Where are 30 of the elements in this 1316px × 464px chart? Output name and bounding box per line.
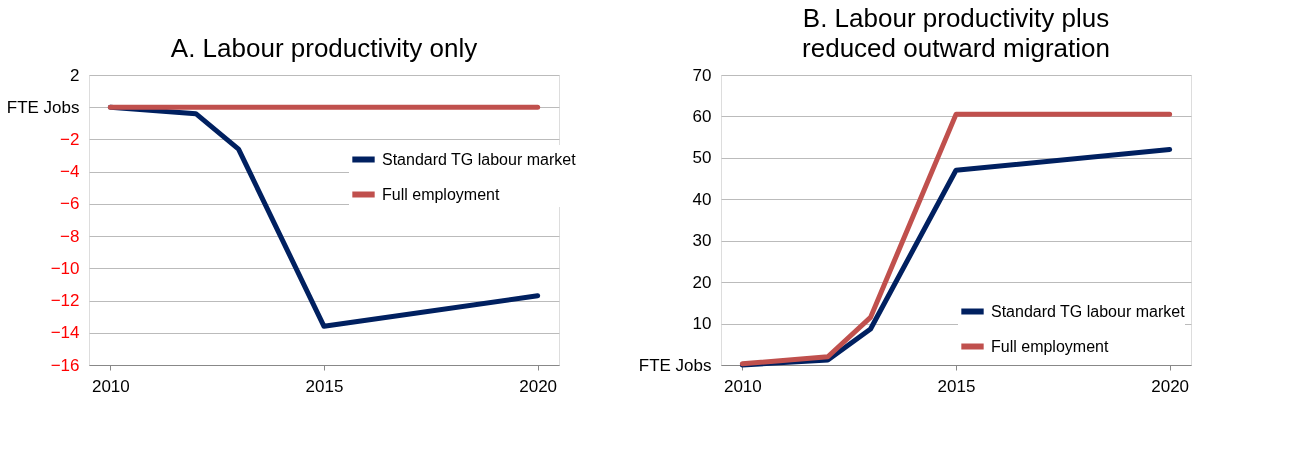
y-tick-label: 40 xyxy=(692,189,712,209)
x-tick-label: 2010 xyxy=(91,376,130,396)
x-tick-label: 2015 xyxy=(305,376,344,396)
y-tick-label: FTE Jobs xyxy=(6,97,80,117)
y-tick-label: 30 xyxy=(692,231,712,251)
x-tick-label: 2010 xyxy=(723,376,762,396)
y-tick-label: 60 xyxy=(692,106,712,126)
y-tick-label: −12 xyxy=(50,291,80,311)
y-tick-label: −2 xyxy=(60,129,80,149)
x-tick-label: 2015 xyxy=(937,376,976,396)
y-tick-label: −16 xyxy=(50,355,80,375)
x-tick-label: 2020 xyxy=(1151,376,1190,396)
legend-label: Full employment xyxy=(382,185,500,203)
legend-label: Standard TG labour market xyxy=(382,150,577,168)
y-tick-label: 20 xyxy=(692,272,712,292)
y-tick-label: −10 xyxy=(50,258,80,278)
legend-label: Standard TG labour market xyxy=(991,302,1186,320)
y-tick-label: 2 xyxy=(70,65,80,85)
y-tick-label: −4 xyxy=(60,162,80,182)
y-tick-label: 10 xyxy=(692,314,712,334)
chart-title: A. Labour productivity only xyxy=(170,33,478,63)
y-tick-label: 70 xyxy=(692,65,712,85)
y-tick-label: −14 xyxy=(50,323,80,343)
x-tick-label: 2020 xyxy=(519,376,558,396)
y-tick-label: −6 xyxy=(60,194,80,214)
chart-title: B. Labour productivity plus reduced outward migration xyxy=(802,3,1110,63)
y-tick-label: 50 xyxy=(692,148,712,168)
y-tick-label: −8 xyxy=(60,226,80,246)
legend-label: Full employment xyxy=(991,337,1109,355)
y-tick-label: FTE Jobs xyxy=(638,355,712,375)
